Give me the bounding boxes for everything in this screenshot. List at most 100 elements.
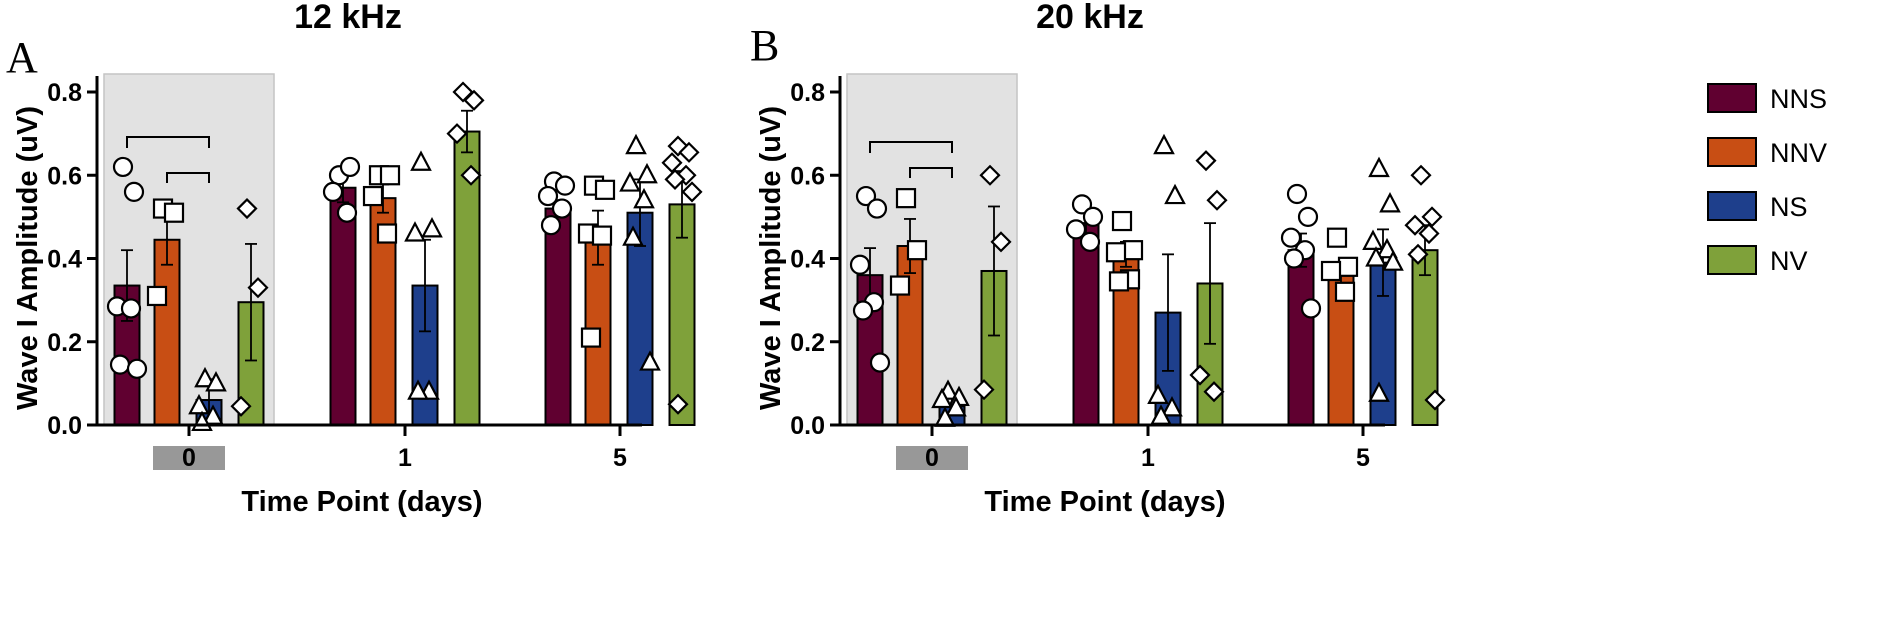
data-point-circle	[866, 198, 888, 219]
significance-bracket	[909, 167, 953, 178]
data-point-square	[163, 202, 185, 223]
legend-label-ns: NS	[1770, 192, 1808, 222]
y-tick-label: 0.6	[47, 162, 82, 190]
significance-bracket	[166, 172, 210, 183]
data-point-triangle	[945, 395, 967, 417]
data-point-triangle	[407, 379, 429, 400]
data-point-diamond	[667, 393, 689, 415]
y-axis-label: Wave I Amplitude (uV)	[755, 106, 787, 410]
chart-panel-a: A 12 kHz Wave I Amplitude (uV)0.0 0.2 0.4 0.6…	[6, 0, 703, 518]
data-point-diamond	[1410, 164, 1432, 186]
data-point-square	[1122, 240, 1144, 261]
data-point-square	[580, 327, 602, 348]
data-point-circle	[1297, 206, 1319, 227]
data-point-triangle	[622, 225, 644, 246]
data-point-circle	[1300, 298, 1322, 319]
data-point-diamond	[1189, 364, 1211, 386]
data-point-diamond	[1424, 389, 1446, 411]
y-tick-label: 0.8	[790, 79, 825, 107]
data-point-circle	[869, 352, 891, 373]
data-point-diamond	[1206, 189, 1228, 211]
day0-marker	[153, 446, 225, 470]
data-point-circle	[852, 300, 874, 321]
bar-nnv	[153, 238, 181, 426]
data-point-triangle	[625, 133, 647, 155]
data-point-circle	[849, 254, 871, 275]
data-point-triangle	[1161, 395, 1183, 417]
data-point-triangle	[1382, 250, 1404, 271]
legend-swatch-nv	[1707, 245, 1757, 275]
data-point-square	[379, 165, 401, 186]
data-point-circle	[336, 202, 358, 223]
data-point-square	[591, 225, 613, 246]
data-point-diamond	[247, 277, 269, 299]
significance-bracket	[869, 141, 953, 153]
bar-nns	[329, 186, 357, 426]
data-point-circle	[537, 185, 559, 207]
data-point-triangle	[633, 187, 655, 209]
data-point-square	[1337, 256, 1359, 277]
data-point-triangle	[931, 387, 953, 409]
data-point-square	[594, 179, 616, 200]
data-point-diamond	[1195, 150, 1217, 172]
data-point-square	[146, 285, 168, 307]
y-tick-label: 0.6	[790, 162, 825, 190]
data-point-diamond	[236, 197, 258, 220]
x-tick-label: 0	[925, 444, 939, 472]
data-point-triangle	[1379, 192, 1401, 213]
panel-label: A	[6, 33, 38, 82]
data-point-diamond	[1421, 206, 1443, 228]
legend-swatch-nns	[1707, 83, 1757, 113]
y-tick-label: 0.4	[47, 246, 82, 274]
data-point-diamond	[1407, 243, 1429, 265]
data-point-triangle	[1365, 246, 1387, 267]
data-point-diamond	[1404, 214, 1426, 236]
data-point-diamond	[664, 168, 686, 190]
data-point-diamond	[446, 123, 468, 145]
data-point-circle	[1283, 248, 1305, 269]
data-point-square	[362, 185, 384, 207]
chart-panel-b: B 20 kHz Wave I Amplitude (uV)0.0 0.2 0.4 0.6…	[750, 0, 1446, 518]
data-point-diamond	[681, 181, 703, 203]
x-axis-label: Time Point (days)	[241, 486, 482, 518]
data-point-diamond	[990, 231, 1012, 253]
data-point-circle	[540, 215, 562, 236]
data-point-circle	[1079, 231, 1101, 252]
data-point-diamond	[1418, 222, 1440, 245]
x-tick-label: 5	[1356, 444, 1370, 472]
data-point-circle	[1065, 219, 1087, 240]
bar-ns	[626, 211, 654, 426]
legend: NNS NNV NS NV	[1707, 83, 1827, 276]
x-tick-label: 5	[613, 444, 627, 472]
panel-label: B	[750, 21, 779, 70]
data-point-circle	[1280, 227, 1302, 248]
data-point-triangle	[205, 371, 227, 392]
data-point-diamond	[460, 164, 482, 186]
data-point-circle	[322, 181, 344, 202]
data-point-diamond	[678, 141, 700, 163]
data-point-triangle	[1376, 237, 1398, 259]
data-point-triangle	[619, 171, 641, 192]
data-point-square	[1111, 210, 1133, 232]
y-axis-label: Wave I Amplitude (uV)	[12, 106, 44, 410]
x-tick-label: 0	[182, 444, 196, 472]
data-point-diamond	[463, 89, 485, 111]
data-point-diamond	[661, 152, 683, 174]
data-point-square	[906, 240, 928, 261]
legend-swatch-ns	[1707, 191, 1757, 221]
y-tick-label: 0.2	[790, 329, 825, 357]
y-tick-label: 0.0	[47, 412, 82, 440]
data-point-circle	[339, 156, 361, 178]
y-tick-label: 0.8	[47, 79, 82, 107]
y-tick-label: 0.0	[790, 412, 825, 440]
data-point-circle	[123, 181, 145, 202]
data-point-triangle	[1164, 183, 1186, 205]
data-point-square	[1105, 242, 1127, 263]
data-point-circle	[120, 298, 142, 319]
bar-nns	[544, 207, 572, 426]
day0-marker	[896, 446, 968, 470]
data-point-square	[1108, 271, 1130, 292]
x-tick-label: 1	[398, 444, 412, 472]
data-point-triangle	[410, 150, 432, 171]
